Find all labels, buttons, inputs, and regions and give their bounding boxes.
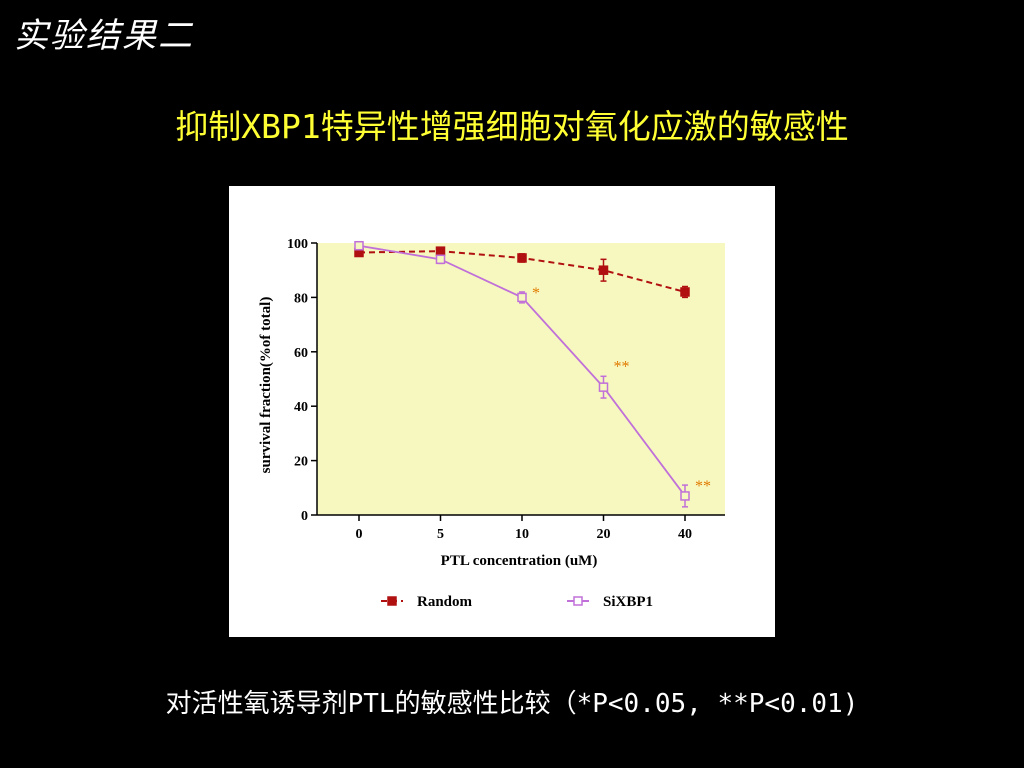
x-axis-title: PTL concentration (uM) bbox=[441, 553, 598, 569]
y-tick-label: 40 bbox=[294, 400, 308, 415]
figure-caption: 对活性氧诱导剂PTL的敏感性比较（*P<0.05, **P<0.01) bbox=[165, 689, 859, 719]
legend-label: SiXBP1 bbox=[603, 594, 653, 610]
legend-label: Random bbox=[417, 594, 473, 610]
y-tick-label: 60 bbox=[294, 346, 308, 361]
data-point-sixbp1 bbox=[680, 491, 690, 501]
significance-mark: * bbox=[532, 285, 540, 302]
slide-title: 实验结果二 bbox=[14, 16, 194, 56]
figure-panel: 0 20 40 60 80 100 0 5 10 20 40 PTL concentration (u… bbox=[229, 186, 775, 637]
plot-area bbox=[317, 243, 725, 515]
significance-mark: ** bbox=[695, 478, 711, 495]
data-point-sixbp1 bbox=[517, 292, 527, 303]
y-tick-label: 80 bbox=[294, 291, 308, 306]
y-tick-label: 20 bbox=[294, 455, 308, 470]
slide-subtitle: 抑制XBP1特异性增强细胞对氧化应激的敏感性 bbox=[175, 107, 849, 146]
x-tick-label: 10 bbox=[515, 527, 529, 542]
data-point-random bbox=[680, 287, 690, 297]
significance-mark: ** bbox=[614, 358, 630, 375]
y-axis-title: survival fraction(%of total) bbox=[258, 297, 274, 474]
data-point-random bbox=[517, 253, 527, 263]
legend-marker bbox=[573, 596, 583, 606]
data-point-sixbp1 bbox=[435, 254, 446, 265]
data-point-sixbp1 bbox=[598, 382, 609, 392]
survival-chart: 0 20 40 60 80 100 0 5 10 20 40 PTL concentration (u… bbox=[258, 237, 725, 610]
data-point-sixbp1 bbox=[354, 240, 364, 251]
x-tick-label: 20 bbox=[597, 527, 611, 542]
y-tick-label: 0 bbox=[301, 509, 308, 524]
legend-marker bbox=[387, 596, 397, 606]
data-point-random bbox=[598, 265, 609, 275]
y-tick-label: 100 bbox=[287, 237, 308, 252]
x-tick-label: 0 bbox=[356, 527, 363, 542]
x-tick-label: 5 bbox=[437, 527, 444, 542]
x-tick-label: 40 bbox=[678, 527, 692, 542]
data-point-random bbox=[435, 246, 446, 256]
